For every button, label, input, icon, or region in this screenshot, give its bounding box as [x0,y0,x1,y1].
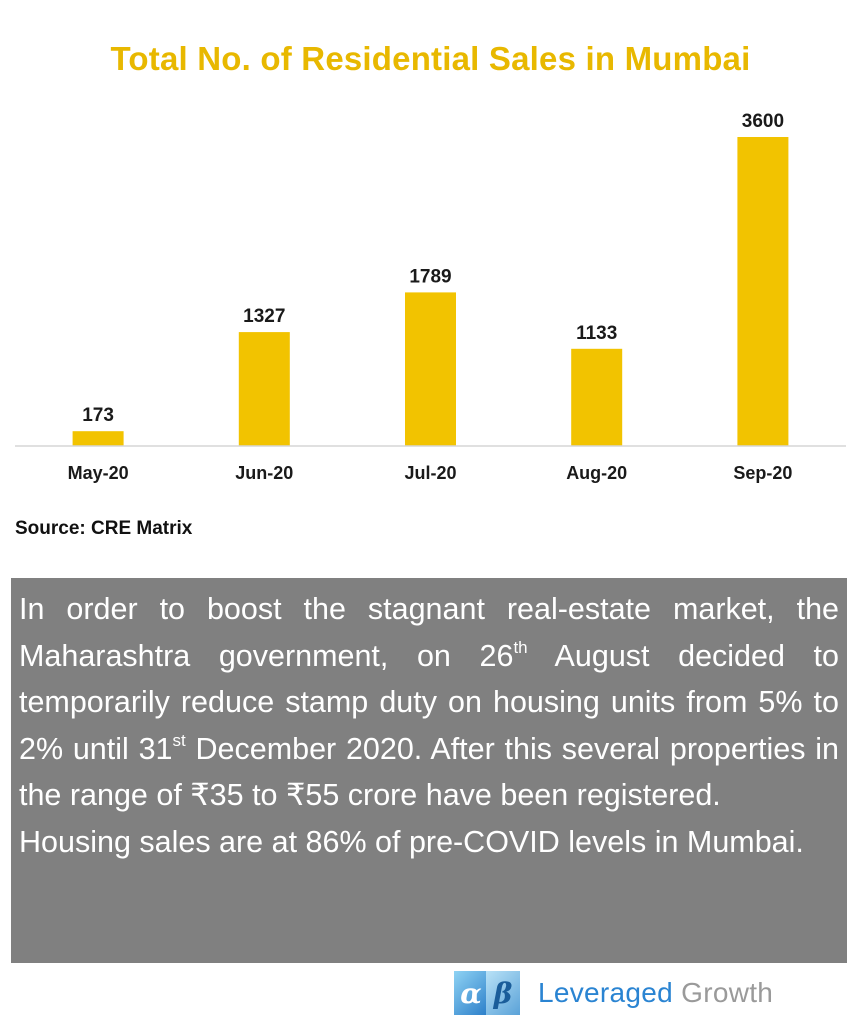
bar-sep-20 [737,137,789,446]
value-labels-group: 173 1327 1789 1133 3600 [82,111,784,426]
bar-jul-20 [405,292,456,446]
bars-group [72,137,789,446]
value-label-may-20: 173 [82,405,114,426]
bar-chart: 173 1327 1789 1133 3600 May-20 Jun-20 Jul-20 Au… [15,111,846,483]
logo-word-leveraged: Leveraged [538,977,674,1008]
alpha-cube: α [454,971,488,1015]
bar-may-20 [72,431,124,446]
category-label-sep-20: Sep-20 [733,463,792,483]
category-label-jul-20: Jul-20 [404,463,456,483]
logo-word-growth: Growth [681,977,774,1008]
alpha-beta-cube-icon: α β [452,968,524,1018]
category-label-jun-20: Jun-20 [235,463,293,483]
description-paragraph-1: In order to boost the stagnant real-esta… [19,592,839,812]
leveraged-growth-logo: α β Leveraged Growth [452,967,773,1019]
logo-wordmark: Leveraged Growth [538,977,773,1009]
description-box: In order to boost the stagnant real-esta… [11,578,847,963]
category-labels-group: May-20 Jun-20 Jul-20 Aug-20 Sep-20 [68,463,793,483]
description-paragraph-2: Housing sales are at 86% of pre-COVID le… [19,824,804,859]
value-label-aug-20: 1133 [576,323,617,344]
chart-title: Total No. of Residential Sales in Mumbai [110,40,751,77]
source-note: Source: CRE Matrix [15,518,193,539]
bar-jun-20 [238,332,290,446]
beta-cube: β [486,971,520,1015]
value-label-sep-20: 3600 [742,111,784,132]
bar-aug-20 [571,348,623,446]
value-label-jun-20: 1327 [243,306,285,327]
category-label-aug-20: Aug-20 [566,463,627,483]
value-label-jul-20: 1789 [409,266,451,287]
category-label-may-20: May-20 [68,463,129,483]
